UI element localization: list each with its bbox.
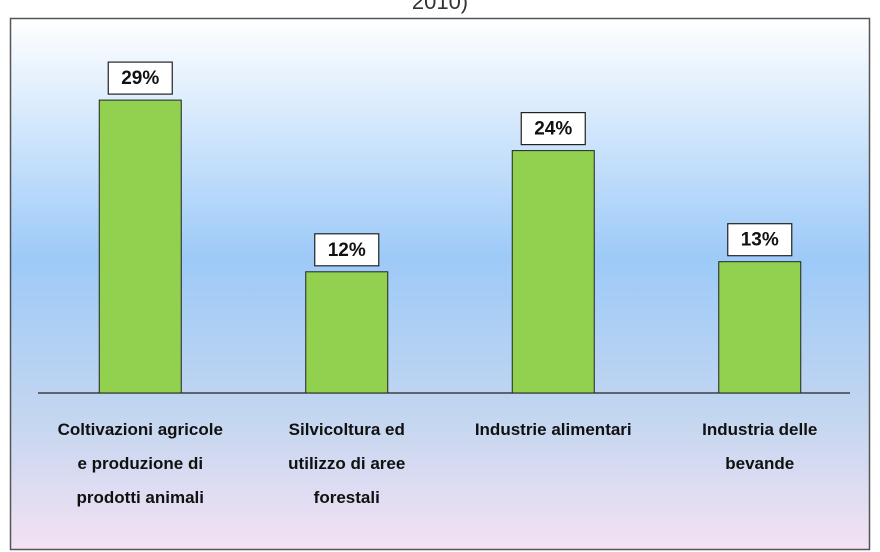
data-label-box — [727, 223, 793, 257]
data-label-box — [520, 111, 586, 146]
bar — [511, 150, 595, 394]
data-label: 24% — [534, 119, 572, 140]
x-tick-label: Coltivazioni agricole e produzione di pr… — [57, 420, 223, 507]
bar — [98, 99, 182, 394]
data-label: 13% — [741, 230, 779, 251]
x-tick-label: Industrie alimentari — [474, 420, 632, 439]
bar — [718, 261, 802, 394]
data-label: 29% — [121, 68, 159, 89]
data-label-box — [107, 61, 173, 95]
x-tick-label: Silvicoltura ed utilizzo di aree foresta… — [288, 420, 406, 507]
data-label: 12% — [328, 240, 366, 261]
data-label-box — [314, 233, 380, 267]
chart-title: 2010) — [412, 0, 468, 14]
bar — [305, 271, 389, 394]
x-tick-label: Industria delle bevande — [702, 420, 818, 473]
